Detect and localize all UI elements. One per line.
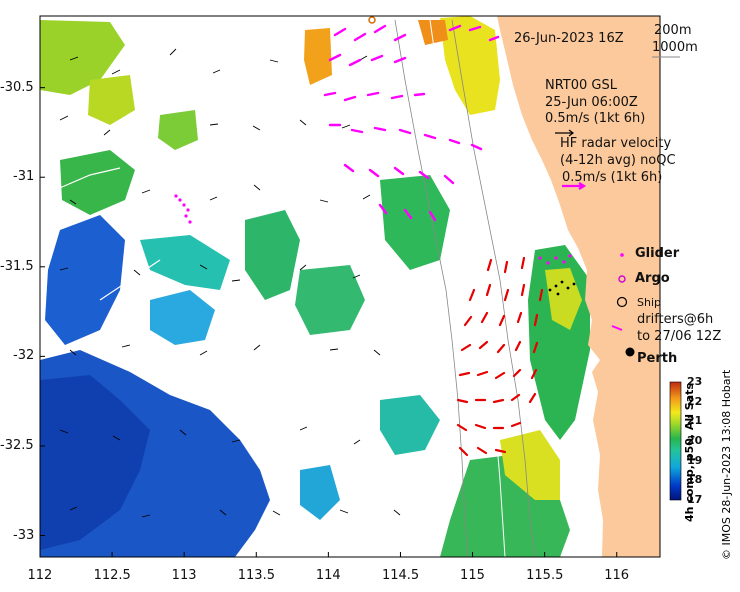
ship-legend-label: Ship [637,296,661,309]
y-axis-ticks [40,87,45,537]
nrt-scale: 0.5m/s (1kt 6h) [545,111,646,126]
sst-green-patch-b [295,265,365,335]
sst-field [40,16,590,557]
colorbar-label: 4h comp, p50, All Sats [683,383,696,522]
contour-200m-label: 200m [654,23,692,38]
argo-legend-label: Argo [635,271,670,286]
sst-green-patch-a [245,210,300,300]
sst-cold-west [45,215,125,345]
sst-cyan-patch [150,290,215,345]
argo-legend-icon [618,275,626,283]
land-mass [497,16,660,557]
hf-radar-arrows [456,256,544,457]
drifter-legend-icon [611,325,623,331]
contour-1000m-label: 1000m [652,40,698,55]
sst-lightgreen [158,110,198,150]
sst-orange-coast [418,20,448,45]
contour-white-nw [54,167,121,191]
colorbar-tick-label: 17 [687,493,703,506]
nrt-title: NRT00 GSL [545,78,617,93]
drifters-legend-line1: drifters@6h [637,312,714,327]
lat-tick-label: -32 [13,348,35,364]
timestamp-label: 26-Jun-2023 16Z [514,31,624,46]
drifter-dots [548,280,576,296]
sst-teal-south [380,395,440,455]
colorbar-tick-label: 23 [687,375,703,388]
lon-tick-label: 113.5 [237,568,275,583]
sst-yellow-south [500,430,560,500]
sst-yellowgreen-nw [40,20,125,95]
contour-white [429,19,506,557]
lat-tick-label: -30.5 [0,79,34,95]
sst-green-patch-c [380,175,450,270]
ship-marker [368,16,376,24]
sst-yellowgreen-b [88,75,135,125]
lat-tick-label: -31 [13,169,35,185]
hf-scale-arrow [562,182,587,190]
sst-cold-core [40,375,150,550]
colorbar-tick-label: 22 [687,394,703,408]
sst-green-nw [60,150,135,215]
hf-radar-title: HF radar velocity [560,136,672,151]
contour-white-west [99,259,161,301]
glider-legend-icon [620,253,624,257]
lon-tick-label: 112.5 [93,568,131,583]
sst-cyan-south [300,465,340,520]
glider-legend-label: Glider [635,246,680,261]
lon-tick-label: 115.5 [526,568,564,583]
lon-tick-label: 115 [460,568,485,583]
contour-1000m [394,19,469,557]
lon-tick-label: 116 [604,568,630,583]
drifters-legend-line2: to 27/06 12Z [637,329,722,344]
x-axis-ticks [39,552,618,557]
glider-tracks [174,194,572,265]
model-current-arrows [59,48,401,518]
contour-200m [451,19,536,557]
lon-tick-label: 114.5 [381,568,420,583]
lat-tick-label: -31.5 [0,258,34,274]
ship-legend-icon [616,296,628,308]
colorbar-tick-label: 18 [687,473,703,487]
colorbar-tick-label: 20 [687,434,703,447]
colorbar-tick-label: 21 [687,414,703,428]
lon-tick-label: 112 [27,568,53,583]
lon-tick-label: 113 [171,568,197,583]
colorbar [669,381,682,501]
hf-radar-scale: 0.5m/s (1kt 6h) [562,170,663,185]
sst-yellow-coast [440,16,500,115]
lon-tick-label: 114 [315,568,341,583]
nrt-time: 25-Jun 06:00Z [545,95,638,110]
credit-label: © IMOS 28-Jun-2023 13:08 Hobart [720,369,733,560]
hf-radar-subtitle: (4-12h avg) noQC [560,153,676,168]
nrt-scale-arrow [555,129,574,137]
perth-marker [625,347,635,357]
colorbar-tick-label: 19 [687,453,703,467]
plot-frame [39,15,661,558]
lat-tick-label: -32.5 [0,437,34,453]
nrt-current-arrows [323,24,500,222]
perth-label: Perth [637,351,678,366]
sst-teal-patch [140,235,230,290]
sst-orange-patch [304,28,332,85]
lat-tick-label: -33 [13,527,35,543]
